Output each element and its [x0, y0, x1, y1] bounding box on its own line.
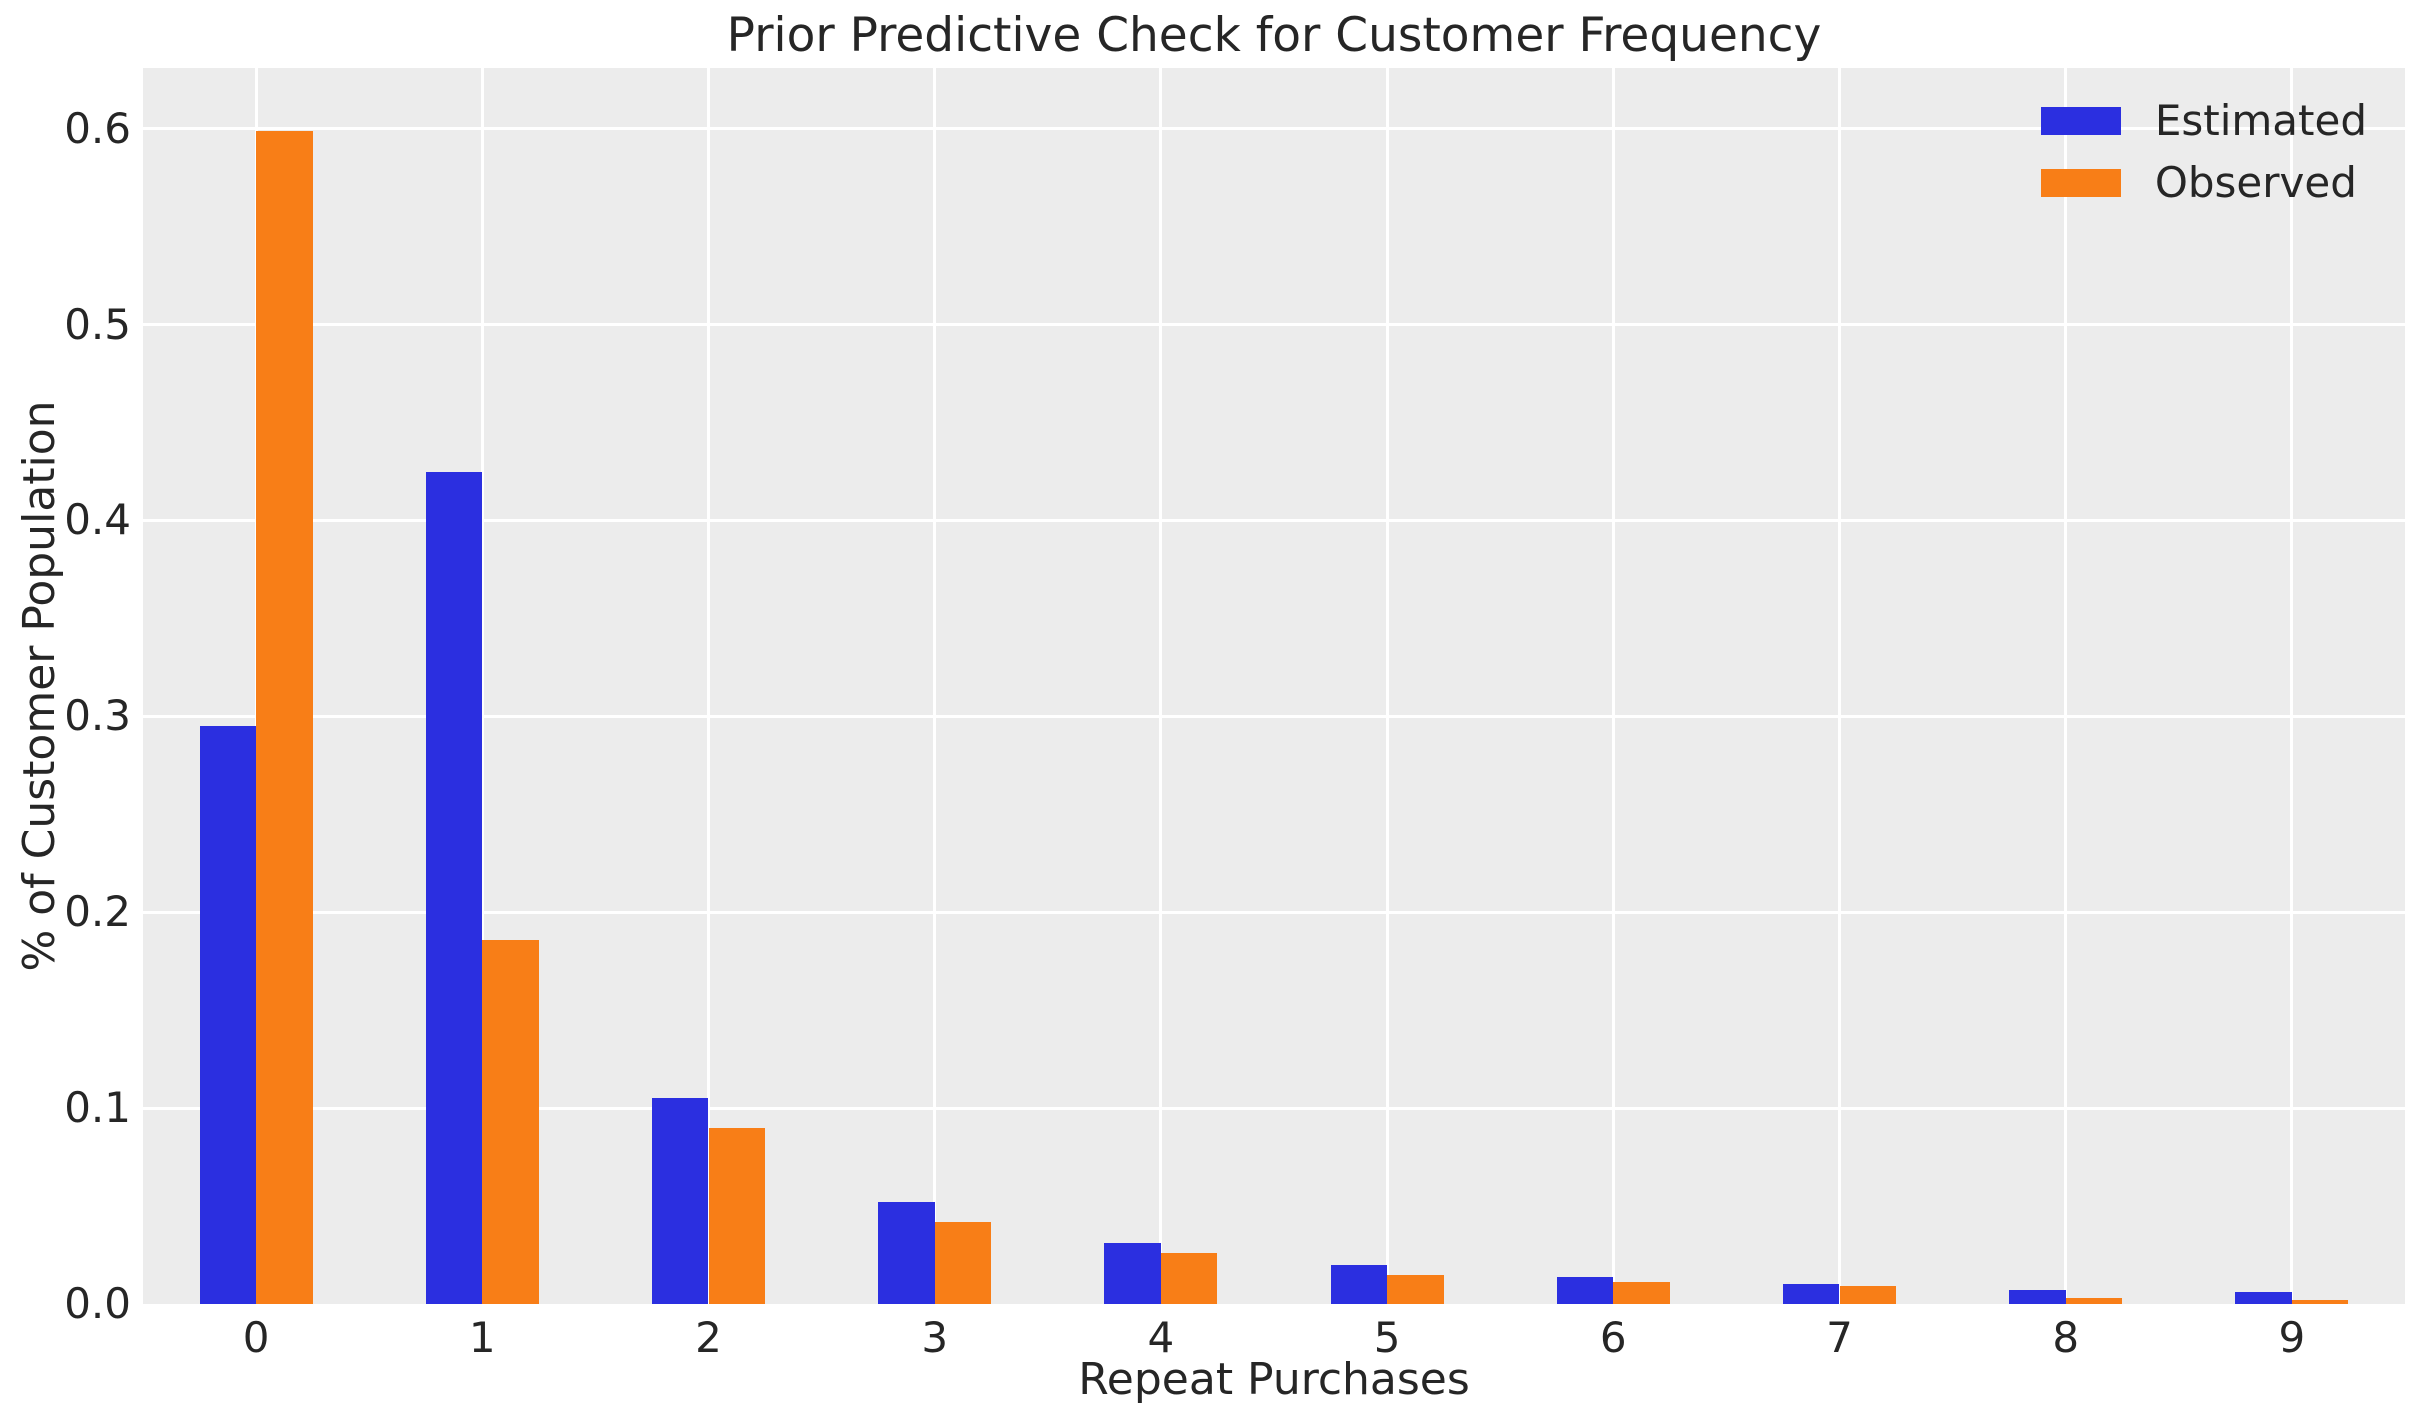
bar-estimated-0: [199, 726, 257, 1304]
bar-estimated-5: [1330, 1264, 1388, 1304]
y-tick-label-0.3: 0.3: [64, 691, 131, 741]
bar-observed-0: [256, 130, 313, 1304]
bar-observed-6: [1613, 1282, 1670, 1304]
bar-estimated-6: [1556, 1276, 1614, 1304]
bar-estimated-8: [2009, 1290, 2066, 1304]
x-tick-label-6: 6: [1599, 1313, 1627, 1362]
bar-estimated-7: [1782, 1284, 1840, 1304]
gridline-y-0.5: [143, 323, 2405, 327]
x-tick-label-0: 0: [242, 1313, 270, 1362]
gridline-y-0.1: [143, 1106, 2405, 1110]
bar-estimated-1: [425, 471, 483, 1304]
x-tick-label-7: 7: [1826, 1313, 1853, 1362]
gridline-x-7: [1838, 68, 1841, 1304]
bar-observed-2: [708, 1127, 766, 1304]
x-tick-label-4: 4: [1147, 1313, 1175, 1362]
y-axis-label: % of Customer Population: [14, 400, 65, 972]
y-tick-label-0.0: 0.0: [64, 1279, 131, 1328]
bar-observed-1: [482, 939, 539, 1304]
bar-observed-5: [1387, 1274, 1444, 1304]
gridline-x-6: [1611, 68, 1615, 1304]
gridline-y-0.2: [143, 910, 2405, 914]
y-tick-label-0.5: 0.5: [64, 299, 131, 349]
legend-swatch-observed: [2040, 169, 2121, 197]
bar-estimated-3: [878, 1202, 935, 1304]
x-tick-label-2: 2: [695, 1313, 722, 1362]
y-tick-label-0.6: 0.6: [64, 103, 131, 153]
y-tick-label-0.4: 0.4: [64, 495, 131, 545]
x-axis-label: Repeat Purchases: [1078, 1354, 1470, 1405]
gridline-x-1: [480, 68, 484, 1304]
bar-estimated-2: [651, 1098, 709, 1304]
legend-swatch-estimated: [2040, 107, 2121, 135]
gridline-x-2: [707, 68, 710, 1304]
x-tick-label-3: 3: [921, 1313, 949, 1362]
y-tick-label-0.2: 0.2: [64, 887, 131, 937]
x-tick-label-5: 5: [1373, 1313, 1401, 1362]
chart-title: Prior Predictive Check for Customer Freq…: [726, 8, 1822, 63]
bar-estimated-4: [1104, 1243, 1161, 1304]
bar-observed-7: [1839, 1286, 1897, 1304]
legend: Estimated Observed: [2040, 96, 2367, 208]
bar-observed-4: [1160, 1253, 1218, 1304]
gridline-x-5: [1385, 68, 1389, 1304]
bar-observed-9: [2291, 1300, 2349, 1304]
legend-label-observed: Observed: [2154, 158, 2357, 207]
plot-area: [143, 68, 2405, 1304]
x-tick-label-9: 9: [2278, 1313, 2306, 1362]
legend-row-observed: Observed: [2040, 158, 2367, 208]
gridline-y-0.3: [143, 714, 2405, 718]
legend-label-estimated: Estimated: [2154, 96, 2367, 145]
gridline-x-9: [2290, 68, 2294, 1304]
gridline-x-3: [933, 68, 937, 1304]
gridline-y-0.6: [143, 127, 2405, 131]
gridline-x-8: [2064, 68, 2068, 1304]
gridline-y-0.4: [143, 518, 2405, 522]
bar-estimated-9: [2235, 1292, 2292, 1304]
gridline-x-4: [1159, 68, 1163, 1304]
bar-observed-3: [934, 1221, 992, 1304]
x-tick-label-1: 1: [468, 1313, 496, 1362]
x-tick-label-8: 8: [2052, 1313, 2080, 1362]
y-tick-label-0.1: 0.1: [64, 1083, 131, 1133]
bar-observed-8: [2065, 1298, 2123, 1304]
legend-row-estimated: Estimated: [2040, 96, 2367, 146]
